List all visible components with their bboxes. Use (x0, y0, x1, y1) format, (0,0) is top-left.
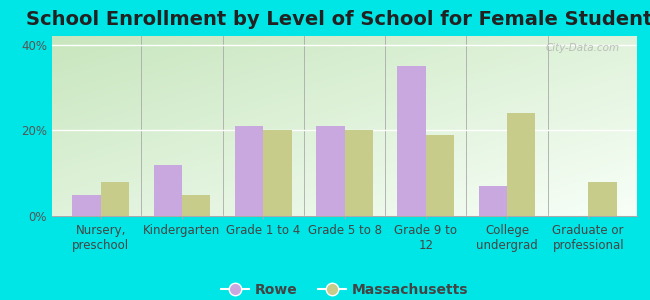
Bar (426, 135, 454, 216)
Legend: Rowe, Massachusetts: Rowe, Massachusetts (216, 278, 473, 300)
Title: School Enrollment by Level of School for Female Students: School Enrollment by Level of School for… (25, 10, 650, 29)
Bar (507, 113, 536, 216)
Bar (153, 165, 182, 216)
Bar (397, 66, 426, 216)
Bar (588, 182, 617, 216)
Bar (344, 130, 373, 216)
Bar (235, 126, 263, 216)
Bar (101, 182, 129, 216)
Bar (478, 186, 507, 216)
Bar (263, 130, 292, 216)
Bar (182, 195, 211, 216)
Bar (316, 126, 344, 216)
Text: City-Data.com: City-Data.com (545, 43, 619, 53)
Bar (72, 195, 101, 216)
